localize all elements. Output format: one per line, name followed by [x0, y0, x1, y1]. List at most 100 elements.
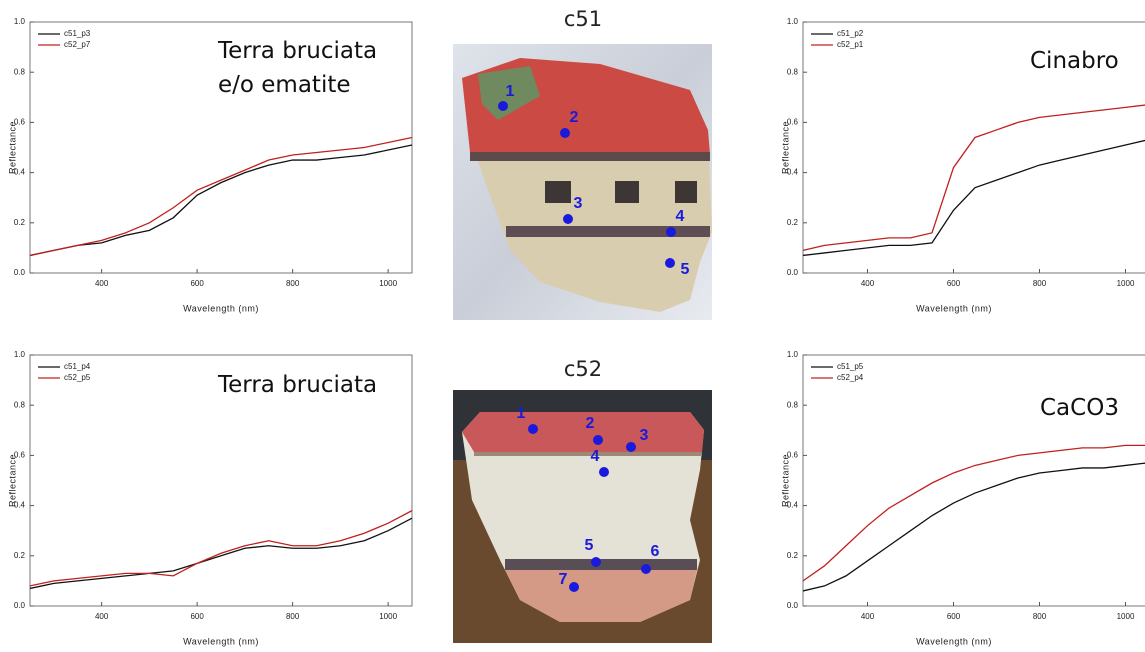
legend-label: c52_p5: [64, 373, 91, 382]
x-axis-label: Wavelength (nm): [916, 303, 992, 313]
x-tick-label: 800: [1033, 612, 1047, 621]
x-tick-label: 800: [286, 612, 300, 621]
legend-label: c52_p1: [837, 40, 864, 49]
x-tick-label: 1000: [379, 612, 397, 621]
x-axis-label: Wavelength (nm): [183, 636, 259, 646]
point-label: 2: [570, 109, 579, 126]
annotation: CaCO3: [1040, 395, 1119, 421]
y-axis-label: Reflectance: [780, 121, 790, 174]
x-tick-label: 1000: [1117, 279, 1135, 288]
legend-label: c51_p4: [64, 362, 91, 371]
legend-label: c52_p4: [837, 373, 864, 382]
motif: [545, 181, 571, 203]
annotation: Terra bruciata: [217, 38, 377, 64]
line-series: [30, 137, 412, 255]
figure: 0.00.20.40.60.81.04006008001000Wavelengt…: [0, 0, 1145, 652]
dark-band: [505, 559, 697, 570]
legend-label: c52_p7: [64, 40, 91, 49]
point-label: 1: [517, 405, 526, 422]
x-tick-label: 1000: [1117, 612, 1135, 621]
y-tick-label: 0.8: [787, 400, 799, 409]
x-tick-label: 600: [947, 612, 961, 621]
y-tick-label: 1.0: [787, 17, 799, 26]
y-axis-label: Reflectance: [7, 454, 17, 507]
x-tick-label: 600: [190, 279, 204, 288]
x-axis-label: Wavelength (nm): [916, 636, 992, 646]
y-tick-label: 0.2: [787, 218, 799, 227]
y-tick-label: 1.0: [787, 350, 799, 359]
legend-label: c51_p5: [837, 362, 864, 371]
y-tick-label: 0.2: [14, 218, 26, 227]
measure-point: [626, 442, 636, 452]
measure-point: [498, 101, 508, 111]
point-label: 1: [506, 83, 515, 100]
point-label: 4: [676, 208, 685, 225]
photo-c51: [453, 44, 712, 320]
measure-point: [641, 564, 651, 574]
dark-band: [470, 152, 710, 161]
dark-band: [474, 452, 702, 456]
annotation: Terra bruciata: [217, 372, 377, 398]
x-tick-label: 400: [95, 612, 109, 621]
motif: [675, 181, 697, 203]
plot-frame: [803, 355, 1145, 606]
x-tick-label: 800: [286, 279, 300, 288]
legend-label: c51_p2: [837, 29, 864, 38]
y-tick-label: 0.0: [787, 601, 799, 610]
y-tick-label: 0.0: [14, 268, 26, 277]
point-label: 5: [585, 537, 594, 554]
x-tick-label: 1000: [379, 279, 397, 288]
photo-c52: [453, 390, 712, 643]
x-tick-label: 400: [861, 612, 875, 621]
line-series: [803, 140, 1145, 255]
annotation: Cinabro: [1030, 48, 1119, 74]
point-label: 7: [559, 571, 568, 588]
y-axis-label: Reflectance: [7, 121, 17, 174]
point-label: 6: [651, 543, 660, 560]
photo-title: c51: [564, 7, 602, 31]
x-tick-label: 800: [1033, 279, 1047, 288]
legend-label: c51_p3: [64, 29, 91, 38]
page: {"chart_data": [ {"type": "line", "xlabe…: [0, 0, 1145, 652]
x-tick-label: 400: [861, 279, 875, 288]
line-series: [30, 145, 412, 255]
measure-point: [560, 128, 570, 138]
point-label: 2: [586, 415, 595, 432]
measure-point: [591, 557, 601, 567]
motif: [615, 181, 639, 203]
y-tick-label: 0.2: [787, 551, 799, 560]
y-tick-label: 0.8: [14, 67, 26, 76]
annotation: e/o ematite: [218, 72, 351, 98]
line-series: [803, 445, 1145, 581]
line-series: [30, 511, 412, 586]
x-tick-label: 600: [190, 612, 204, 621]
y-tick-label: 0.8: [787, 67, 799, 76]
measure-point: [528, 424, 538, 434]
y-tick-label: 0.2: [14, 551, 26, 560]
point-label: 4: [591, 448, 600, 465]
y-tick-label: 1.0: [14, 17, 26, 26]
x-tick-label: 400: [95, 279, 109, 288]
point-label: 3: [640, 427, 649, 444]
red-band: [462, 412, 704, 452]
dark-band: [506, 226, 710, 237]
line-series: [803, 105, 1145, 251]
x-axis-label: Wavelength (nm): [183, 303, 259, 313]
y-tick-label: 0.0: [14, 601, 26, 610]
measure-point: [563, 214, 573, 224]
photo-title: c52: [564, 357, 602, 381]
y-axis-label: Reflectance: [780, 454, 790, 507]
y-tick-label: 0.8: [14, 400, 26, 409]
y-tick-label: 1.0: [14, 350, 26, 359]
line-series: [803, 463, 1145, 591]
y-tick-label: 0.0: [787, 268, 799, 277]
measure-point: [666, 227, 676, 237]
point-label: 5: [681, 261, 690, 278]
measure-point: [665, 258, 675, 268]
measure-point: [569, 582, 579, 592]
measure-point: [593, 435, 603, 445]
